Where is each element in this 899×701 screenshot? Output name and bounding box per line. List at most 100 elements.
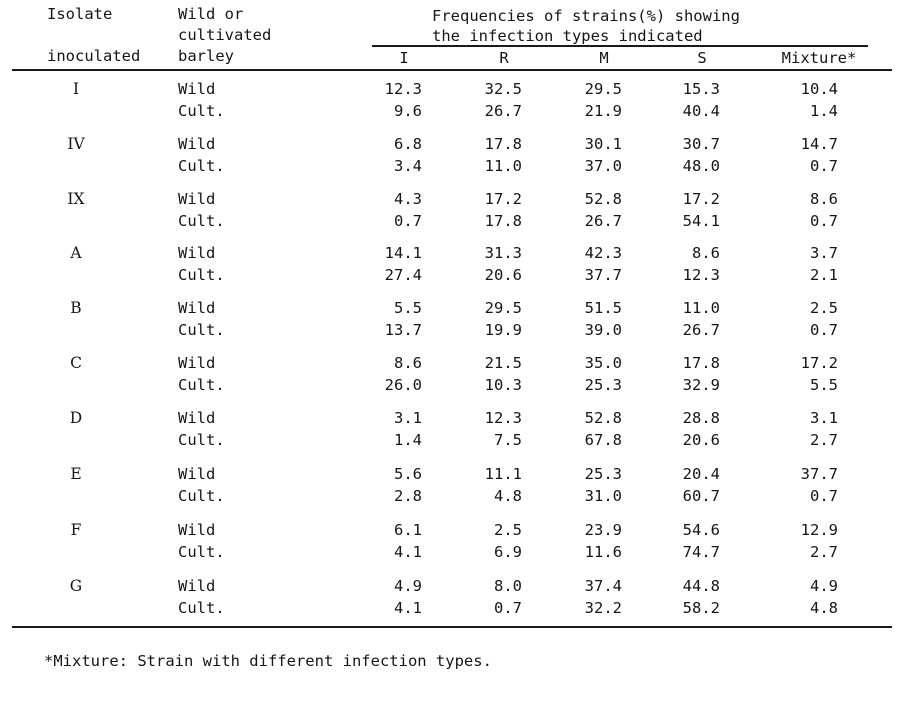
value-mixture: 37.7: [800, 465, 838, 483]
value-s: 54.6: [682, 521, 720, 539]
value-r: 31.3: [484, 244, 522, 262]
value-s: 20.4: [682, 465, 720, 483]
value-s: 60.7: [682, 487, 720, 505]
value-r: 8.0: [494, 577, 522, 595]
barley-type: Wild: [178, 299, 216, 317]
value-s: 54.1: [682, 212, 720, 230]
header-col-r: R: [499, 49, 509, 67]
value-s: 48.0: [682, 157, 720, 175]
value-m: 26.7: [584, 212, 622, 230]
value-s: 58.2: [682, 599, 720, 617]
barley-type: Cult.: [178, 487, 225, 505]
header-col-mixture: Mixture*: [781, 49, 857, 67]
value-i: 9.6: [394, 102, 422, 120]
value-m: 37.7: [584, 266, 622, 284]
value-i: 4.1: [394, 543, 422, 561]
barley-type: Cult.: [178, 266, 225, 284]
table-row: Cult. 3.4 11.0 37.0 48.0 0.7: [0, 155, 899, 177]
table-row: C Wild 8.6 21.5 35.0 17.8 17.2: [0, 352, 899, 374]
value-s: 28.8: [682, 409, 720, 427]
header-isolate-line2: inoculated: [47, 47, 141, 65]
table-row: Cult. 9.6 26.7 21.9 40.4 1.4: [0, 100, 899, 122]
value-i: 3.1: [394, 409, 422, 427]
header-wild-line1: Wild or: [178, 5, 244, 23]
value-mixture: 0.7: [810, 487, 838, 505]
value-r: 2.5: [494, 521, 522, 539]
value-r: 29.5: [484, 299, 522, 317]
value-s: 74.7: [682, 543, 720, 561]
value-mixture: 4.9: [810, 577, 838, 595]
barley-type: Cult.: [178, 599, 225, 617]
value-r: 11.0: [484, 157, 522, 175]
value-m: 37.4: [584, 577, 622, 595]
value-m: 51.5: [584, 299, 622, 317]
value-m: 25.3: [584, 376, 622, 394]
header-frequencies-line1: Frequencies of strains(%) showing: [432, 7, 740, 25]
value-mixture: 3.1: [810, 409, 838, 427]
table-row: B Wild 5.5 29.5 51.5 11.0 2.5: [0, 297, 899, 319]
barley-type: Wild: [178, 521, 216, 539]
barley-type: Cult.: [178, 543, 225, 561]
value-r: 12.3: [484, 409, 522, 427]
value-i: 0.7: [394, 212, 422, 230]
header-wild-line3: barley: [178, 47, 234, 65]
value-i: 2.8: [394, 487, 422, 505]
table-row: Cult. 0.7 17.8 26.7 54.1 0.7: [0, 210, 899, 232]
value-mixture: 2.1: [810, 266, 838, 284]
value-r: 17.8: [484, 212, 522, 230]
table-row: Cult. 4.1 0.7 32.2 58.2 4.8: [0, 597, 899, 619]
value-m: 11.6: [584, 543, 622, 561]
value-s: 20.6: [682, 431, 720, 449]
table-row: D Wild 3.1 12.3 52.8 28.8 3.1: [0, 407, 899, 429]
value-i: 4.1: [394, 599, 422, 617]
value-i: 3.4: [394, 157, 422, 175]
value-s: 17.8: [682, 354, 720, 372]
value-mixture: 3.7: [810, 244, 838, 262]
barley-type: Wild: [178, 244, 216, 262]
isolate-label: IX: [67, 190, 85, 208]
value-s: 15.3: [682, 80, 720, 98]
table-row: E Wild 5.6 11.1 25.3 20.4 37.7: [0, 463, 899, 485]
value-i: 13.7: [384, 321, 422, 339]
value-m: 32.2: [584, 599, 622, 617]
barley-type: Cult.: [178, 431, 225, 449]
value-s: 40.4: [682, 102, 720, 120]
value-r: 19.9: [484, 321, 522, 339]
value-mixture: 12.9: [800, 521, 838, 539]
table-row: G Wild 4.9 8.0 37.4 44.8 4.9: [0, 575, 899, 597]
header-bottom-rule: [12, 69, 892, 71]
barley-type: Wild: [178, 354, 216, 372]
table-row: Cult. 1.4 7.5 67.8 20.6 2.7: [0, 429, 899, 451]
header-col-m: M: [599, 49, 609, 67]
header-frequencies-line2: the infection types indicated: [432, 27, 703, 45]
value-i: 12.3: [384, 80, 422, 98]
value-mixture: 17.2: [800, 354, 838, 372]
value-r: 7.5: [494, 431, 522, 449]
header-wild-line2: cultivated: [178, 26, 272, 44]
value-r: 32.5: [484, 80, 522, 98]
isolate-label: E: [70, 465, 82, 483]
barley-type: Wild: [178, 465, 216, 483]
value-m: 52.8: [584, 409, 622, 427]
barley-type: Wild: [178, 577, 216, 595]
value-m: 31.0: [584, 487, 622, 505]
value-m: 35.0: [584, 354, 622, 372]
isolate-label: IV: [67, 135, 85, 153]
value-m: 21.9: [584, 102, 622, 120]
header-col-i: I: [399, 49, 409, 67]
barley-type: Cult.: [178, 102, 225, 120]
value-r: 0.7: [494, 599, 522, 617]
table-row: Cult. 4.1 6.9 11.6 74.7 2.7: [0, 541, 899, 563]
value-m: 39.0: [584, 321, 622, 339]
value-i: 5.6: [394, 465, 422, 483]
value-s: 12.3: [682, 266, 720, 284]
value-r: 20.6: [484, 266, 522, 284]
value-s: 11.0: [682, 299, 720, 317]
table-row: I Wild 12.3 32.5 29.5 15.3 10.4: [0, 78, 899, 100]
header-span-rule: [372, 45, 868, 47]
value-s: 30.7: [682, 135, 720, 153]
barley-type: Wild: [178, 190, 216, 208]
barley-type: Cult.: [178, 212, 225, 230]
isolate-label: D: [69, 409, 83, 427]
